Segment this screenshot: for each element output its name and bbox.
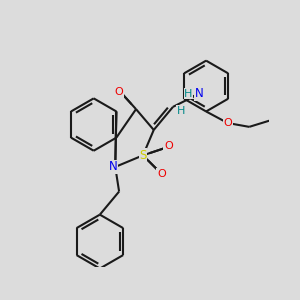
Text: O: O	[115, 87, 124, 97]
Text: O: O	[223, 118, 232, 128]
Text: S: S	[139, 149, 147, 162]
Text: N: N	[109, 160, 117, 173]
Text: H: H	[176, 106, 185, 116]
Text: O: O	[164, 141, 173, 151]
Text: N: N	[195, 87, 204, 100]
Text: H: H	[184, 89, 193, 99]
Text: O: O	[157, 169, 166, 179]
